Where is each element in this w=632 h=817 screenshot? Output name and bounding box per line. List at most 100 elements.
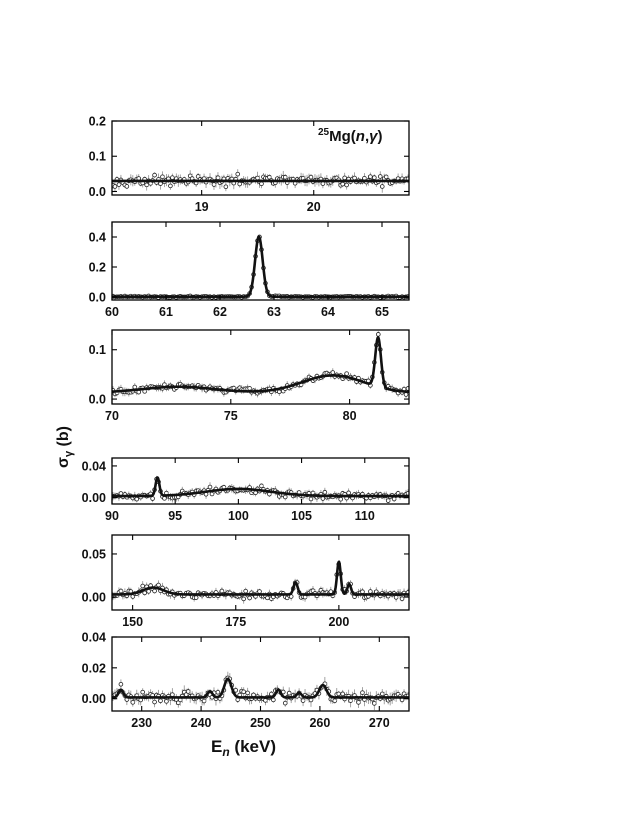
y-tick-label: 0.0 xyxy=(89,185,106,199)
reaction-label-mass: 25 xyxy=(318,127,330,138)
data-point xyxy=(372,701,377,706)
data-point xyxy=(282,700,288,706)
data-point xyxy=(116,182,122,187)
data-point xyxy=(340,691,345,697)
data-point xyxy=(269,691,274,697)
data-point xyxy=(201,698,207,704)
data-point xyxy=(255,175,260,181)
panel-2-frame xyxy=(111,221,410,301)
y-tick-label: 0.2 xyxy=(89,115,106,129)
data-point xyxy=(286,690,292,696)
x-axis-label: En (keV) xyxy=(211,737,276,759)
data-point xyxy=(322,489,328,495)
data-point xyxy=(259,181,264,187)
data-point xyxy=(332,698,338,704)
y-tick-label: 0.05 xyxy=(82,547,106,561)
panel-5: 150 175 200 0.00 0.05 xyxy=(82,534,410,629)
data-point xyxy=(185,689,191,694)
data-point xyxy=(385,498,391,503)
data-point xyxy=(164,699,169,704)
data-point xyxy=(360,690,365,695)
reaction-label-main: Mg( xyxy=(329,128,356,145)
panel-2: 60 61 62 63 64 65 0.0 0.2 0.4 xyxy=(89,221,410,319)
y-tick-label: 0.04 xyxy=(82,459,106,473)
data-point xyxy=(168,183,173,189)
y-tick-label: 0.02 xyxy=(82,661,106,675)
data-point xyxy=(170,692,175,697)
data-point xyxy=(156,582,161,588)
data-point xyxy=(223,184,229,190)
data-point xyxy=(282,174,288,180)
data-point xyxy=(257,589,262,594)
data-point xyxy=(368,174,373,179)
data-point xyxy=(124,184,130,189)
data-point xyxy=(158,698,163,704)
y-axis-label-main: σ xyxy=(55,457,72,468)
x-tick-label: 260 xyxy=(309,716,330,730)
data-point xyxy=(320,496,326,501)
data-point xyxy=(403,392,409,397)
panels: 19 20 0.0 0.1 0.2 60 61 62 63 64 65 0.0 0.2 0.4 70 75 80… xyxy=(82,115,410,730)
data-point xyxy=(132,384,138,390)
reaction-label-close: ) xyxy=(377,128,382,145)
y-tick-label: 0.1 xyxy=(89,150,106,164)
y-tick-label: 0.1 xyxy=(89,343,106,357)
panel-5-fit-curve xyxy=(112,560,409,596)
panel-1: 19 20 0.0 0.1 0.2 xyxy=(89,115,410,214)
x-tick-label: 175 xyxy=(225,615,246,629)
x-axis-label-sub: n xyxy=(222,745,229,759)
data-point xyxy=(215,175,221,180)
x-tick-label: 70 xyxy=(105,409,119,423)
data-point xyxy=(140,689,145,695)
panel-3-fit-curve xyxy=(112,336,409,394)
panel-6-points xyxy=(112,671,409,711)
panel-5-points xyxy=(112,561,409,604)
data-point xyxy=(259,483,264,489)
data-point xyxy=(243,588,248,594)
x-tick-label: 61 xyxy=(159,305,173,319)
data-point xyxy=(245,690,250,696)
x-tick-label: 19 xyxy=(195,200,209,214)
y-axis-label-unit: (b) xyxy=(55,426,72,451)
x-tick-label: 62 xyxy=(213,305,227,319)
data-point xyxy=(142,590,147,596)
x-tick-label: 95 xyxy=(168,509,182,523)
reaction-label-n: n xyxy=(356,128,365,145)
data-point xyxy=(330,370,336,375)
data-point xyxy=(162,496,167,501)
data-point xyxy=(207,484,213,490)
panel-4: 90 95 100 105 110 0.00 0.04 xyxy=(82,457,410,523)
data-point xyxy=(152,699,157,705)
x-tick-label: 90 xyxy=(105,509,119,523)
data-point xyxy=(379,184,385,189)
data-point xyxy=(391,496,397,502)
x-axis-label-main: E xyxy=(211,737,222,756)
panel-5-frame xyxy=(111,534,410,611)
x-tick-label: 110 xyxy=(355,509,375,523)
data-point xyxy=(308,174,314,180)
y-tick-label: 0.00 xyxy=(82,491,106,505)
x-tick-label: 150 xyxy=(122,615,143,629)
reaction-label-gamma: γ xyxy=(369,128,379,145)
data-point xyxy=(247,595,252,601)
data-point xyxy=(352,175,357,181)
y-tick-label: 0.0 xyxy=(89,393,106,407)
data-point xyxy=(247,386,252,391)
y-tick-label: 0.00 xyxy=(82,591,106,605)
data-point xyxy=(152,588,157,594)
x-tick-label: 75 xyxy=(224,409,238,423)
x-tick-label: 100 xyxy=(228,509,249,523)
data-point xyxy=(348,698,353,703)
data-point xyxy=(308,496,314,502)
data-point xyxy=(193,595,199,600)
data-point xyxy=(300,698,306,703)
x-tick-label: 240 xyxy=(191,716,212,730)
panel-1-frame xyxy=(111,120,410,196)
x-tick-label: 65 xyxy=(375,305,389,319)
panel-4-fit-curve xyxy=(112,476,409,498)
panel-3: 70 75 80 0.0 0.1 xyxy=(89,329,410,423)
y-tick-label: 0.00 xyxy=(82,692,106,706)
x-tick-label: 105 xyxy=(291,509,312,523)
data-point xyxy=(150,496,155,501)
